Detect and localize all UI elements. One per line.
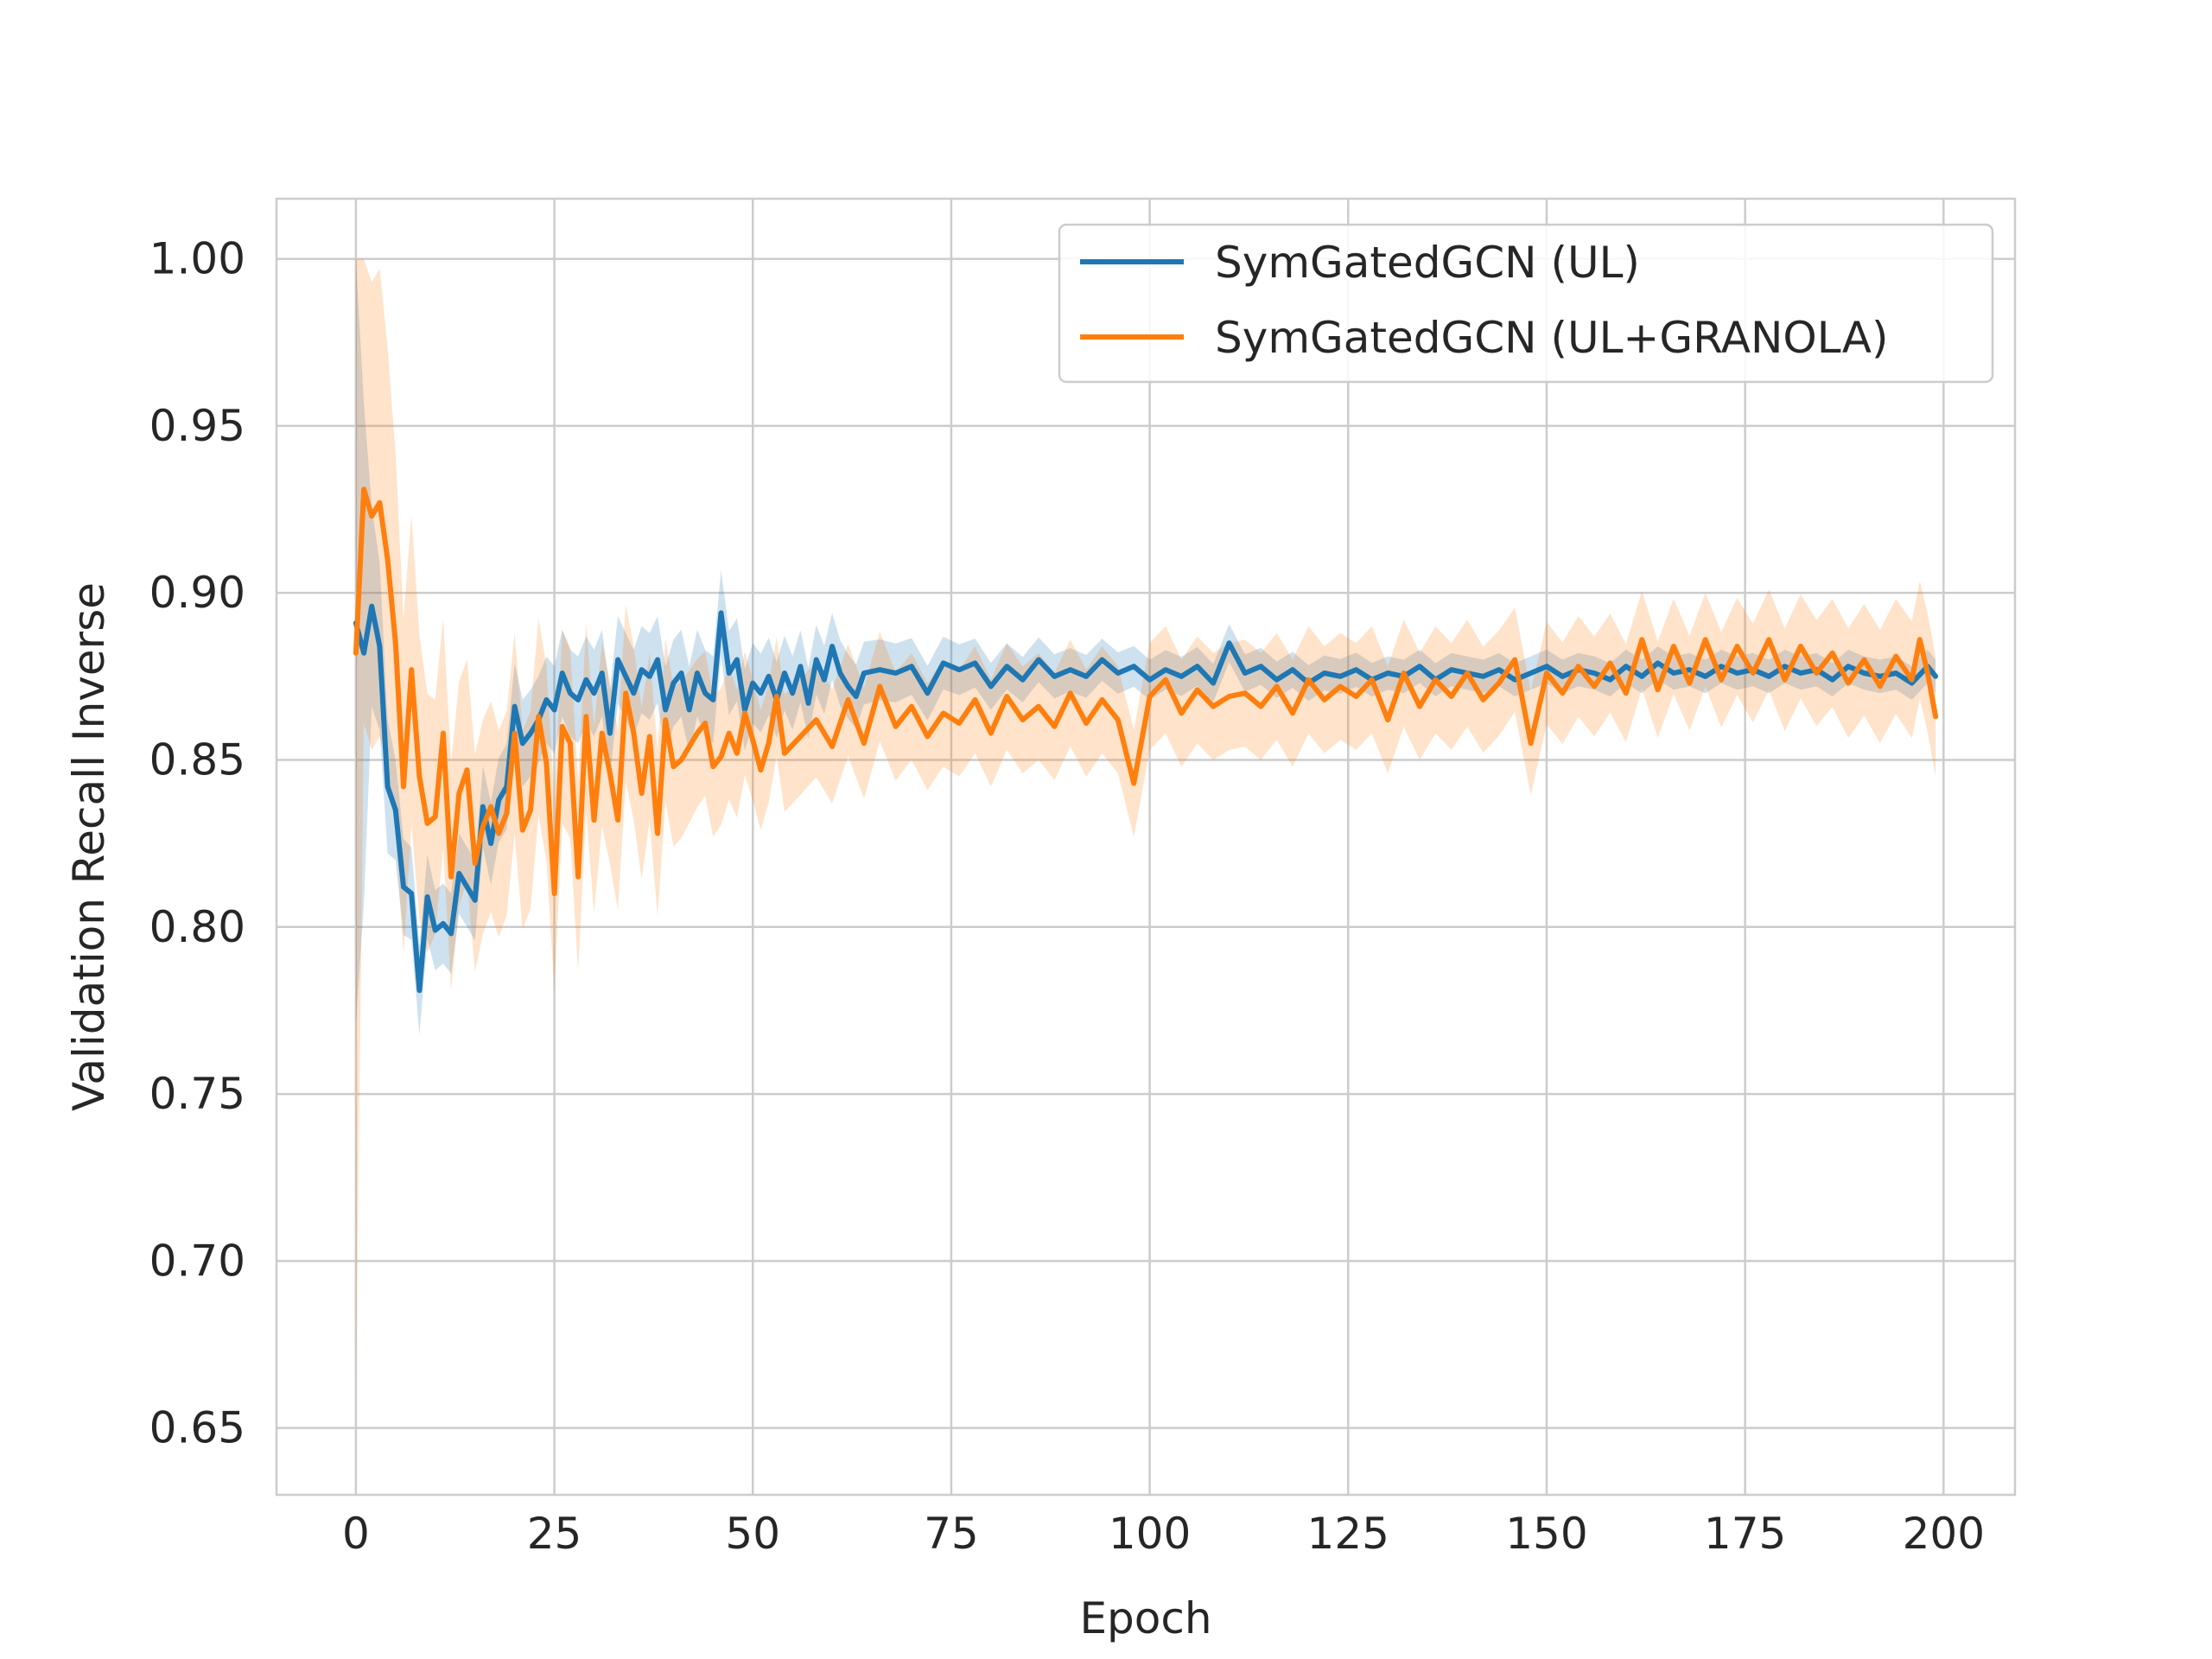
legend-box bbox=[1058, 223, 1994, 384]
line-series-0 bbox=[353, 603, 1939, 994]
confidence-band-series-0 bbox=[355, 258, 1936, 1035]
y-tick-label: 0.85 bbox=[149, 734, 245, 785]
y-tick-label: 0.70 bbox=[149, 1236, 245, 1286]
series-lines bbox=[353, 486, 1939, 994]
legend: SymGatedGCN (UL) SymGatedGCN (UL+GRANOLA… bbox=[1058, 223, 1994, 384]
x-tick-label: 100 bbox=[1109, 1509, 1191, 1559]
x-tick-label: 125 bbox=[1307, 1509, 1389, 1559]
y-tick-label: 0.75 bbox=[149, 1069, 245, 1119]
line-series-1 bbox=[353, 486, 1939, 897]
y-tick-label: 1.00 bbox=[149, 234, 245, 284]
plot-frame bbox=[275, 197, 2017, 1497]
y-axis-ticks: 0.65 0.70 0.75 0.80 0.85 0.90 0.95 1.00 bbox=[149, 234, 245, 1453]
y-tick-label: 0.65 bbox=[149, 1403, 245, 1453]
legend-label-ul-granola: SymGatedGCN (UL+GRANOLA) bbox=[1215, 313, 1888, 363]
x-tick-label: 200 bbox=[1903, 1509, 1985, 1559]
confidence-band-series-1 bbox=[355, 258, 1936, 1389]
x-tick-label: 25 bbox=[527, 1509, 582, 1559]
y-tick-label: 0.95 bbox=[149, 401, 245, 451]
x-tick-label: 150 bbox=[1505, 1509, 1587, 1559]
x-tick-label: 75 bbox=[924, 1509, 979, 1559]
y-axis-label: Validation Recall Inverse bbox=[64, 582, 114, 1111]
x-tick-label: 50 bbox=[725, 1509, 780, 1559]
y-tick-label: 0.80 bbox=[149, 902, 245, 952]
y-tick-label: 0.90 bbox=[149, 568, 245, 618]
x-axis-ticks: 0 25 50 75 100 125 150 175 200 bbox=[342, 1509, 1985, 1559]
legend-label-ul: SymGatedGCN (UL) bbox=[1215, 238, 1640, 288]
x-tick-label: 175 bbox=[1704, 1509, 1786, 1559]
x-axis-label: Epoch bbox=[1079, 1593, 1211, 1643]
x-tick-label: 0 bbox=[342, 1509, 370, 1559]
confidence-bands bbox=[355, 258, 1936, 1389]
grid-lines bbox=[276, 199, 2015, 1495]
